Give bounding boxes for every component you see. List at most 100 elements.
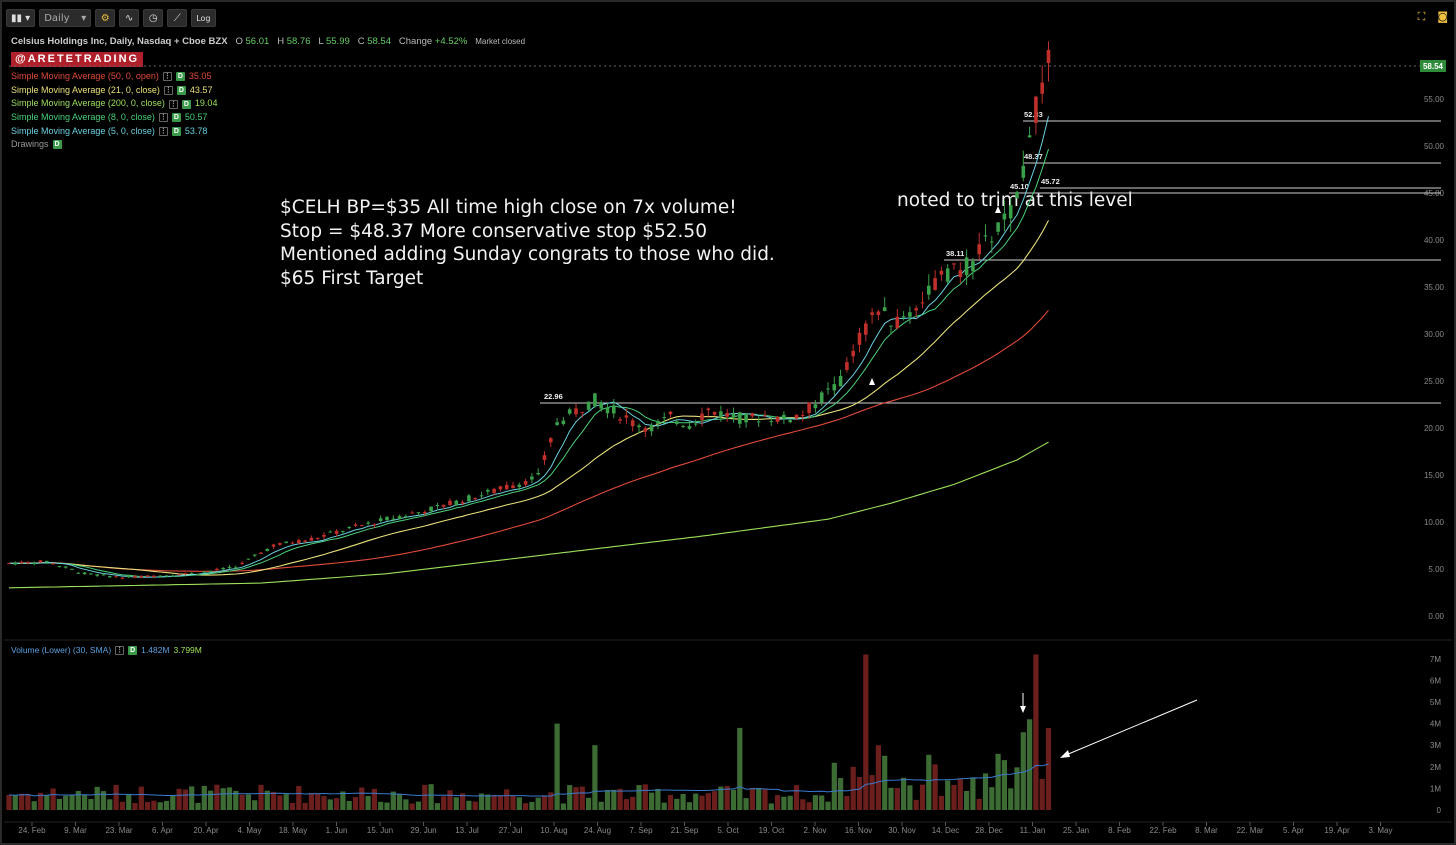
data-icon[interactable]: D — [128, 645, 138, 655]
volume-bar — [365, 796, 371, 810]
candle-body — [889, 325, 893, 327]
candle-body — [523, 480, 528, 485]
volume-bar — [208, 790, 214, 810]
candle-body — [756, 421, 761, 423]
volume-bar — [460, 793, 466, 810]
volume-bar — [397, 794, 403, 810]
volume-bar — [970, 777, 976, 810]
volume-bar — [964, 790, 970, 810]
candle-body — [38, 560, 43, 562]
volume-bar — [573, 787, 579, 810]
time-tick-label: 28. Dec — [975, 826, 1003, 835]
info-icon[interactable]: ⋮ — [115, 645, 125, 655]
indicator-label: Drawings — [11, 139, 49, 150]
volume-bar — [617, 788, 623, 810]
volume-sma-line — [8, 763, 1049, 797]
volume-bar — [441, 796, 447, 810]
interval-select[interactable]: Daily ▾ — [39, 9, 92, 27]
candle-body — [441, 504, 446, 507]
candle-body — [145, 575, 150, 577]
info-icon[interactable]: ⋮ — [162, 72, 172, 82]
volume-bar — [453, 797, 459, 810]
volume-bar — [82, 794, 88, 810]
candle-body — [542, 455, 547, 461]
volume-bar — [661, 802, 667, 810]
candle-body — [794, 414, 799, 419]
indicator-row[interactable]: Simple Moving Average (5, 0, close) ⋮ D 53.… — [11, 125, 525, 139]
indicator-row[interactable]: Simple Moving Average (8, 0, close) ⋮ D 50.… — [11, 111, 525, 125]
volume-bar — [705, 793, 711, 810]
indicators-button[interactable]: ∿ — [119, 9, 140, 27]
volume-tick-label: 4M — [1430, 720, 1441, 729]
data-icon[interactable]: D — [176, 86, 186, 96]
volume-bar — [145, 801, 151, 810]
drawing-tool-icon: ⟋ — [173, 12, 181, 24]
candle-body — [675, 421, 679, 424]
volume-bar — [88, 798, 94, 810]
volume-bar — [737, 727, 743, 810]
volume-bar — [800, 799, 806, 810]
volume-label: Volume (Lower) (30, SMA) — [11, 645, 112, 655]
candle-body — [567, 409, 572, 414]
volume-bar — [642, 784, 648, 810]
data-icon[interactable]: D — [181, 99, 191, 109]
candle-body — [857, 332, 862, 345]
volume-legend: Volume (Lower) (30, SMA) ⋮ D 1.482M 3.79… — [11, 645, 202, 655]
indicator-row[interactable]: Simple Moving Average (21, 0, close) ⋮ D 43… — [11, 84, 525, 98]
candle-body — [240, 562, 244, 564]
time-tick-label: 19. Apr — [1324, 826, 1350, 835]
candle-body — [731, 413, 736, 418]
up-arrow-marker — [995, 206, 1001, 213]
chart-style-button[interactable]: ▮▮ ▾ — [6, 9, 36, 27]
info-icon[interactable]: ⋮ — [168, 99, 178, 109]
info-icon[interactable]: ⋮ — [158, 126, 168, 136]
indicator-row[interactable]: Simple Moving Average (200, 0, close) ⋮ D 1… — [11, 97, 525, 111]
data-icon[interactable]: D — [171, 126, 181, 136]
data-icon[interactable]: D — [171, 113, 181, 123]
info-icon[interactable]: ⋮ — [163, 86, 173, 96]
candle-body — [70, 568, 74, 570]
candle-body — [265, 549, 270, 551]
last-price-tag — [1420, 60, 1446, 72]
volume-bar — [743, 798, 749, 810]
candle-body — [574, 408, 578, 415]
indicator-row[interactable]: Simple Moving Average (50, 0, open) ⋮ D 35.… — [11, 70, 525, 84]
data-icon[interactable]: D — [52, 140, 62, 150]
candle-body — [284, 541, 288, 544]
candle-body — [744, 413, 748, 423]
clock-button[interactable]: ◷ — [143, 9, 164, 27]
toolbar: ▮▮ ▾ Daily ▾ ⚙ ∿ ◷ ⟋ Log — [6, 8, 216, 28]
volume-bar — [138, 786, 144, 810]
candle-body — [681, 425, 685, 427]
time-tick-label: 22. Feb — [1149, 826, 1177, 835]
candle-body — [895, 316, 900, 329]
volume-bar — [409, 803, 415, 810]
volume-bar — [340, 791, 346, 810]
price-level-label: 45.72 — [1041, 177, 1060, 186]
time-tick-label: 14. Dec — [932, 826, 960, 835]
candle-body — [908, 312, 912, 317]
camera-icon[interactable]: ◙ — [1437, 10, 1448, 23]
data-icon[interactable]: D — [175, 72, 185, 82]
candlestick-icon: ▮▮ ▾ — [11, 12, 31, 24]
drawing-button[interactable]: ⟋ — [167, 9, 188, 27]
candle-body — [807, 402, 811, 413]
volume-bar — [1045, 727, 1052, 810]
fullscreen-icon[interactable]: ⛶ — [1417, 10, 1426, 23]
time-tick-label: 16. Nov — [845, 826, 873, 835]
indicator-value: 53.78 — [184, 125, 208, 136]
volume-bar — [226, 787, 233, 810]
volume-tick-label: 1M — [1430, 784, 1441, 793]
indicator-row[interactable]: Drawings D — [11, 138, 525, 152]
volume-bar — [37, 792, 44, 810]
log-button[interactable]: Log — [191, 9, 216, 27]
candle-body — [360, 525, 364, 527]
volume-bar — [252, 800, 258, 810]
candle-body — [920, 302, 925, 304]
info-icon[interactable]: ⋮ — [158, 113, 168, 123]
time-tick-label: 18. May — [279, 826, 307, 835]
settings-button[interactable]: ⚙ — [95, 9, 116, 27]
candle-body — [504, 484, 509, 490]
